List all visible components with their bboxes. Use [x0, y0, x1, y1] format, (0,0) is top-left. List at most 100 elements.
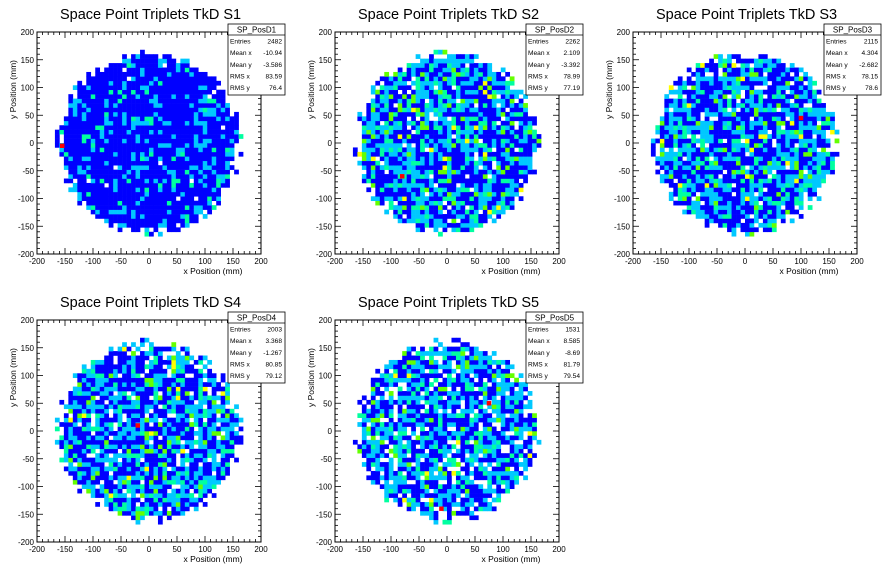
heatmap-bin: [487, 134, 493, 139]
heatmap-bin: [140, 147, 145, 153]
heatmap-bin: [216, 111, 221, 117]
heatmap-bin: [464, 191, 470, 197]
heatmap-bin: [794, 138, 800, 144]
heatmap-bin: [171, 111, 177, 117]
heatmap-bin: [482, 116, 488, 122]
heatmap-bin: [144, 479, 150, 485]
heatmap-bin: [691, 151, 697, 157]
heatmap-bin: [749, 58, 755, 64]
heatmap-bin: [762, 209, 768, 215]
heatmap-bin: [451, 209, 457, 215]
heatmap-bin: [514, 174, 519, 179]
heatmap-bin: [478, 80, 484, 86]
heatmap-bin: [758, 165, 764, 170]
heatmap-bin: [220, 147, 226, 153]
heatmap-bin: [63, 404, 69, 410]
heatmap-bin: [691, 165, 697, 170]
heatmap-bin: [81, 98, 87, 104]
heatmap-bin: [180, 143, 186, 148]
heatmap-bin: [731, 205, 737, 210]
heatmap-bin: [95, 71, 101, 77]
heatmap-bin: [780, 94, 786, 99]
heatmap-bin: [117, 404, 123, 410]
heatmap-bin: [509, 103, 515, 108]
heatmap-bin: [736, 125, 741, 130]
heatmap-bin: [731, 214, 737, 219]
heatmap-bin: [63, 439, 69, 445]
heatmap-bin: [171, 218, 177, 224]
heatmap-bin: [514, 165, 519, 170]
heatmap-bin: [126, 209, 132, 215]
heatmap-bin: [704, 76, 710, 82]
heatmap-bin: [117, 493, 123, 498]
x-tick-label: 100: [496, 257, 510, 266]
heatmap-bin: [505, 125, 511, 130]
heatmap-bin: [126, 151, 132, 157]
heatmap-bin: [789, 120, 795, 126]
heatmap-bin: [81, 111, 87, 117]
heatmap-bin: [803, 134, 809, 139]
heatmap-bin: [207, 138, 213, 144]
heatmap-bin: [175, 107, 181, 113]
heatmap-bin: [77, 417, 83, 423]
heatmap-bin: [189, 205, 195, 210]
heatmap-bin: [695, 107, 701, 113]
heatmap-bin: [149, 444, 154, 450]
heatmap-bin: [149, 488, 154, 494]
heatmap-bin: [718, 222, 723, 228]
heatmap-bin: [135, 506, 141, 512]
heatmap-bin: [68, 120, 74, 126]
heatmap-bin: [184, 165, 190, 170]
heatmap-bin: [798, 94, 804, 99]
heatmap-bin: [429, 134, 434, 139]
heatmap-bin: [104, 214, 109, 219]
heatmap-bin: [718, 200, 723, 206]
heatmap-bin: [202, 129, 208, 135]
heatmap-bin: [166, 71, 172, 77]
heatmap-bin: [153, 98, 159, 104]
heatmap-bin: [762, 98, 768, 104]
heatmap-bin: [491, 156, 497, 162]
heatmap-bin: [659, 160, 665, 166]
heatmap-bin: [745, 94, 750, 99]
heatmap-bin: [420, 63, 425, 68]
heatmap-bin: [411, 134, 416, 139]
heatmap-bin: [384, 134, 390, 139]
heatmap-bin: [166, 510, 172, 516]
heatmap-bin: [157, 138, 163, 144]
heatmap-bin: [442, 147, 448, 153]
heatmap-bin: [482, 103, 488, 108]
heatmap-bin: [59, 129, 65, 135]
heatmap-bin: [153, 444, 159, 450]
heatmap-bin: [175, 143, 181, 148]
heatmap-bin: [780, 156, 786, 162]
heatmap-bin: [753, 125, 759, 130]
heatmap-bin: [113, 439, 118, 445]
heatmap-bin: [171, 58, 177, 64]
heatmap-bin: [113, 448, 118, 454]
heatmap-bin: [736, 147, 741, 153]
heatmap-bin: [695, 182, 701, 188]
heatmap-bin: [126, 408, 132, 414]
heatmap-bin: [202, 196, 208, 202]
heatmap-bin: [780, 200, 786, 206]
heatmap-bin: [415, 134, 421, 139]
heatmap-bin: [509, 196, 515, 202]
heatmap-bin: [144, 111, 150, 117]
x-axis-title: x Position (mm): [481, 266, 540, 276]
heatmap-bin: [140, 103, 145, 108]
heatmap-bin: [709, 165, 714, 170]
heatmap-bin: [803, 107, 809, 113]
heatmap-bin: [157, 165, 163, 170]
heatmap-bin: [54, 426, 60, 432]
heatmap-bin: [184, 103, 190, 108]
heatmap-bin: [402, 125, 407, 130]
heatmap-bin: [682, 209, 688, 215]
heatmap-bin: [175, 205, 181, 210]
heatmap-bin: [153, 404, 159, 410]
heatmap-bin: [388, 187, 394, 193]
heatmap-bin: [420, 58, 425, 64]
heatmap-bin: [406, 165, 412, 170]
heatmap-bin: [393, 80, 399, 86]
